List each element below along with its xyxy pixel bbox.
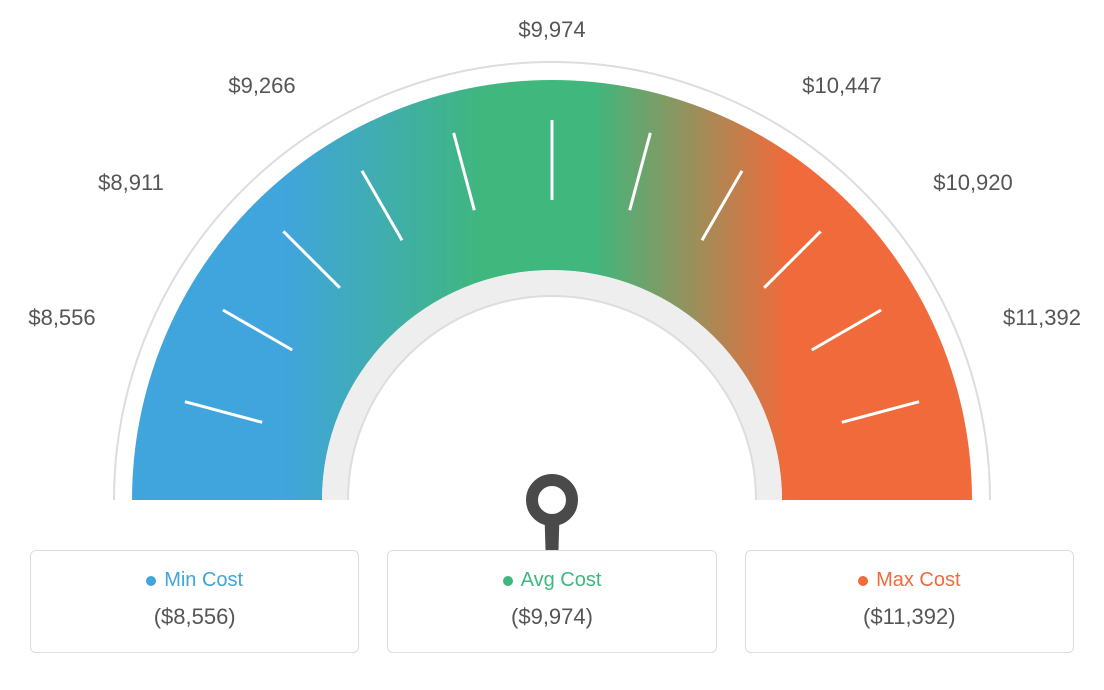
- min-cost-title-row: Min Cost: [146, 569, 243, 592]
- max-cost-title: Max Cost: [876, 569, 960, 592]
- min-cost-title: Min Cost: [164, 569, 243, 592]
- gauge-tick-label: $8,911: [98, 170, 164, 196]
- summary-cards: Min Cost ($8,556) Avg Cost ($9,974) Max …: [0, 550, 1104, 673]
- min-dot-icon: [146, 576, 156, 586]
- gauge-tick-label: $8,556: [28, 305, 95, 331]
- gauge-tick-label: $10,920: [933, 170, 1013, 196]
- avg-cost-card: Avg Cost ($9,974): [387, 550, 716, 653]
- gauge-tick-label: $9,974: [518, 17, 585, 43]
- avg-cost-title-row: Avg Cost: [503, 569, 602, 592]
- gauge-tick-label: $10,447: [802, 73, 882, 99]
- gauge-chart: $8,556 $8,911 $9,266 $9,974 $10,447 $10,920 $1…: [0, 0, 1104, 550]
- max-cost-card: Max Cost ($11,392): [745, 550, 1074, 653]
- min-cost-value: ($8,556): [51, 604, 338, 630]
- min-cost-card: Min Cost ($8,556): [30, 550, 359, 653]
- gauge-svg: [0, 0, 1104, 550]
- max-cost-value: ($11,392): [766, 604, 1053, 630]
- max-dot-icon: [858, 576, 868, 586]
- gauge-tick-label: $9,266: [228, 73, 295, 99]
- avg-cost-title: Avg Cost: [521, 569, 602, 592]
- avg-cost-value: ($9,974): [408, 604, 695, 630]
- avg-dot-icon: [503, 576, 513, 586]
- max-cost-title-row: Max Cost: [858, 569, 960, 592]
- gauge-tick-label: $11,392: [1003, 305, 1081, 331]
